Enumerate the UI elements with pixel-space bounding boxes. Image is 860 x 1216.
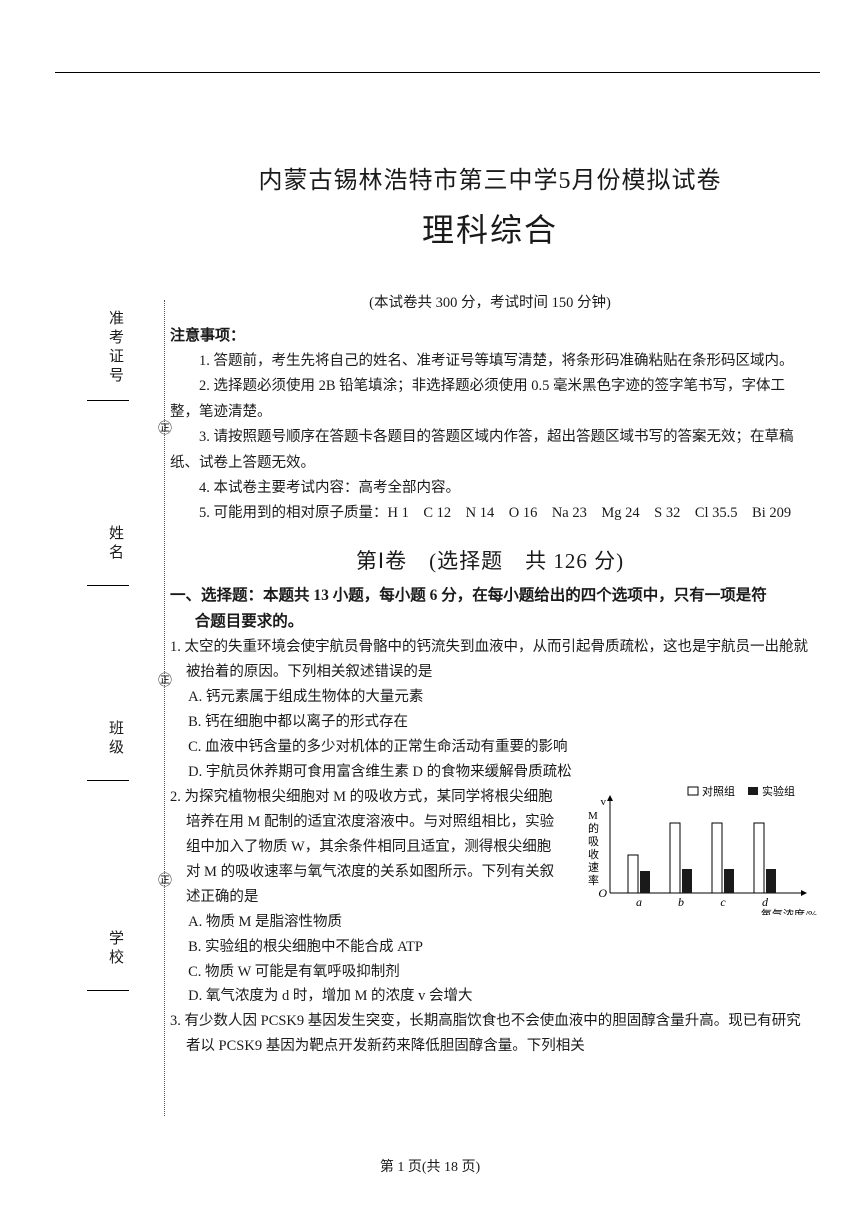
- notice-item: 3. 请按照题号顺序在答题卡各题目的答题区域内作答，超出答题区域书写的答案无效；…: [170, 425, 810, 476]
- exam-info: (本试卷共 300 分，考试时间 150 分钟): [170, 291, 810, 312]
- svg-text:b: b: [678, 895, 684, 909]
- notice-item: 2. 选择题必须使用 2B 铅笔填涂；非选择题必须使用 0.5 毫米黑色字迹的签…: [170, 374, 810, 425]
- binding-line: [87, 585, 129, 586]
- binding-line: [87, 780, 129, 781]
- page-number: 第 1 页(共 18 页): [0, 1156, 860, 1176]
- binding-column: 准考证号 ㊣ 姓名 ㊣ 班级 ㊣ 学校: [75, 300, 165, 1116]
- svg-text:d: d: [762, 895, 769, 909]
- section-heading: 第Ⅰ卷 (选择题 共 126 分): [170, 545, 810, 575]
- svg-text:收: 收: [588, 847, 599, 861]
- notice-item: 1. 答题前，考生先将自己的姓名、准考证号等填写清楚，将条形码准确粘贴在条形码区…: [170, 349, 810, 374]
- svg-text:吸: 吸: [588, 836, 599, 848]
- q2-stem: 2. 为探究植物根尖细胞对 M 的吸收方式，某同学将根尖细胞培养在用 M 配制的…: [170, 785, 560, 910]
- question-2: 2. 为探究植物根尖细胞对 M 的吸收方式，某同学将根尖细胞培养在用 M 配制的…: [170, 785, 810, 1009]
- q2-opt-a: A. 物质 M 是脂溶性物质: [170, 910, 560, 935]
- svg-text:氧气浓度/%: 氧气浓度/%: [761, 907, 817, 915]
- title-line1: 内蒙古锡林浩特市第三中学5月份模拟试卷: [170, 160, 810, 195]
- notice-item: 5. 可能用到的相对原子质量：H 1 C 12 N 14 O 16 Na 23 …: [170, 501, 810, 526]
- svg-text:a: a: [636, 895, 642, 909]
- notice-heading: 注意事项：: [170, 324, 810, 345]
- binding-label-school: 学校: [105, 930, 126, 968]
- q2-opt-c: C. 物质 W 可能是有氧呼吸抑制剂: [170, 960, 810, 985]
- exam-page: 准考证号 ㊣ 姓名 ㊣ 班级 ㊣ 学校 内蒙古锡林浩特市第三中学5月份模拟试卷 …: [0, 0, 860, 1216]
- section-instruction: 一、选择题：本题共 13 小题，每小题 6 分，在每小题给出的四个选项中，只有一…: [170, 583, 810, 609]
- svg-text:O: O: [598, 886, 607, 900]
- svg-text:的: 的: [588, 821, 599, 835]
- svg-text:对照组: 对照组: [702, 785, 735, 798]
- notice-block: 注意事项： 1. 答题前，考生先将自己的姓名、准考证号等填写清楚，将条形码准确粘…: [170, 324, 810, 527]
- q1-opt-a: A. 钙元素属于组成生物体的大量元素: [170, 685, 810, 710]
- binding-label-name: 姓名: [105, 525, 126, 563]
- svg-text:实验组: 实验组: [762, 785, 795, 798]
- q2-chart-svg: 对照组 实验组 v O M的吸收速率 a b c d氧气浓度/%: [578, 785, 818, 915]
- binding-label-class: 班级: [105, 720, 126, 758]
- svg-text:速: 速: [588, 861, 599, 874]
- svg-text:v: v: [601, 796, 607, 808]
- svg-text:c: c: [720, 895, 726, 909]
- content-area: 内蒙古锡林浩特市第三中学5月份模拟试卷 理科综合 (本试卷共 300 分，考试时…: [170, 160, 810, 1059]
- q1-opt-d: D. 宇航员休养期可食用富含维生素 D 的食物来缓解骨质疏松: [170, 760, 810, 785]
- q2-opt-b: B. 实验组的根尖细胞中不能合成 ATP: [170, 935, 810, 960]
- title-line2: 理科综合: [170, 205, 810, 251]
- binding-label-id: 准考证号: [105, 310, 126, 386]
- svg-text:M: M: [588, 810, 598, 822]
- q1-opt-c: C. 血液中钙含量的多少对机体的正常生命活动有重要的影响: [170, 735, 810, 760]
- binding-line: [87, 990, 129, 991]
- svg-text:率: 率: [588, 873, 599, 887]
- section-instruction: 合题目要求的。: [170, 609, 810, 635]
- q1-opt-b: B. 钙在细胞中都以离子的形式存在: [170, 710, 810, 735]
- top-rule: [55, 72, 820, 73]
- binding-line: [87, 400, 129, 401]
- q3-stem: 3. 有少数人因 PCSK9 基因发生突变，长期高脂饮食也不会使血液中的胆固醇含…: [170, 1009, 810, 1059]
- q2-chart: 对照组 实验组 v O M的吸收速率 a b c d氧气浓度/%: [578, 785, 818, 915]
- question-3: 3. 有少数人因 PCSK9 基因发生突变，长期高脂饮食也不会使血液中的胆固醇含…: [170, 1009, 810, 1059]
- q1-stem: 1. 太空的失重环境会使宇航员骨骼中的钙流失到血液中，从而引起骨质疏松，这也是宇…: [170, 635, 810, 685]
- q2-opt-d: D. 氧气浓度为 d 时，增加 M 的浓度 v 会增大: [170, 984, 810, 1009]
- question-1: 1. 太空的失重环境会使宇航员骨骼中的钙流失到血液中，从而引起骨质疏松，这也是宇…: [170, 635, 810, 785]
- notice-item: 4. 本试卷主要考试内容：高考全部内容。: [170, 476, 810, 501]
